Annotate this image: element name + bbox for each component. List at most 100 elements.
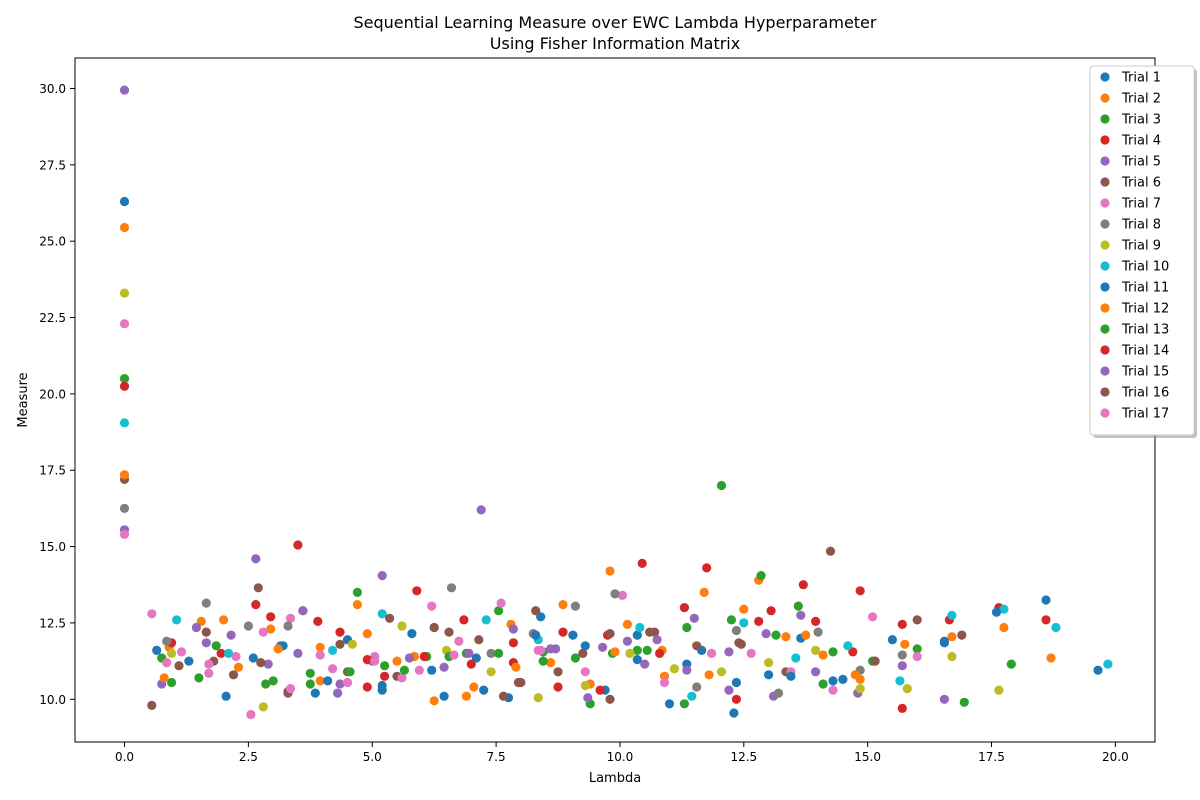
data-point-trial-6-24 xyxy=(957,630,967,640)
data-point-trial-14-3 xyxy=(380,671,390,681)
data-point-trial-9-13 xyxy=(764,658,774,668)
data-point-trial-8-8 xyxy=(486,648,496,659)
data-point-trial-2-22 xyxy=(818,650,828,660)
data-point-trial-6-12 xyxy=(498,691,509,701)
data-point-trial-12-13 xyxy=(704,670,714,680)
data-point-trial-1-5 xyxy=(248,653,258,663)
data-point-trial-6-15 xyxy=(553,667,563,677)
data-point-trial-6-23 xyxy=(912,615,922,625)
data-point-trial-6-21 xyxy=(825,546,836,556)
data-point-trial-3-24 xyxy=(959,697,969,707)
data-point-trial-7-8 xyxy=(397,673,407,683)
data-point-trial-5-1 xyxy=(119,85,130,95)
data-point-trial-10-18 xyxy=(1103,659,1113,669)
data-point-trial-17-11 xyxy=(414,665,424,675)
data-point-trial-2-4 xyxy=(233,662,244,672)
legend-marker-trial-11 xyxy=(1100,282,1110,292)
data-point-trial-1-24 xyxy=(887,635,898,645)
x-tick-label: 15.0 xyxy=(854,750,881,764)
data-point-trial-11-6 xyxy=(531,630,541,640)
data-point-trial-4-9 xyxy=(412,586,422,596)
data-point-trial-4-5 xyxy=(293,540,303,550)
data-point-trial-14-7 xyxy=(553,682,563,692)
data-point-trial-9-7 xyxy=(486,667,496,677)
data-point-trial-17-7 xyxy=(285,684,296,694)
legend-label-trial-12: Trial 12 xyxy=(1121,302,1169,317)
data-point-trial-17-1 xyxy=(119,529,130,540)
data-point-trial-11-11 xyxy=(786,671,796,681)
data-point-trial-3-11 xyxy=(538,656,548,666)
data-point-trial-4-19 xyxy=(798,580,808,590)
data-point-trial-7-11 xyxy=(496,598,506,608)
data-point-trial-2-18 xyxy=(739,604,749,614)
data-point-trial-2-17 xyxy=(699,587,709,598)
data-point-trial-16-6 xyxy=(385,613,395,623)
data-point-trial-17-4 xyxy=(204,659,214,669)
data-point-trial-16-5 xyxy=(335,639,345,649)
data-point-trial-13-8 xyxy=(494,648,504,659)
x-axis: 0.0 2.5 5.0 7.5 10.0 12.5 15.0 17.5 20.0 xyxy=(115,742,1129,764)
chart-title-line1: Sequential Learning Measure over EWC Lam… xyxy=(354,13,877,32)
data-point-trial-5-10 xyxy=(508,624,518,634)
data-point-trial-12-2 xyxy=(159,673,169,683)
data-point-trial-7-13 xyxy=(580,667,590,677)
y-tick-label: 27.5 xyxy=(39,158,66,172)
data-point-trial-8-7 xyxy=(446,583,457,593)
legend-label-trial-17: Trial 17 xyxy=(1121,407,1169,422)
data-point-trial-1-7 xyxy=(310,688,320,698)
data-point-trial-4-6 xyxy=(313,616,323,627)
data-point-trial-4-3 xyxy=(216,648,226,659)
legend-marker-trial-7 xyxy=(1100,198,1110,208)
legend-marker-trial-5 xyxy=(1100,156,1110,166)
data-point-trial-3-12 xyxy=(570,653,581,663)
y-tick-label: 22.5 xyxy=(39,311,66,325)
data-point-trial-10-7 xyxy=(481,615,491,625)
data-point-trial-9-16 xyxy=(902,684,912,694)
data-point-trial-7-16 xyxy=(707,648,717,659)
data-point-trial-1-23 xyxy=(828,676,838,686)
data-point-trial-10-2 xyxy=(172,615,182,625)
data-point-trial-12-11 xyxy=(610,647,620,657)
y-tick-label: 17.5 xyxy=(39,464,66,478)
data-point-trial-14-11 xyxy=(811,616,821,627)
data-point-trial-15-3 xyxy=(226,630,236,640)
data-point-trial-17-2 xyxy=(162,658,172,668)
x-tick-label: 2.5 xyxy=(239,750,258,764)
data-point-trial-12-4 xyxy=(273,644,283,654)
data-point-trial-13-13 xyxy=(818,679,828,689)
data-point-trial-3-21 xyxy=(828,647,838,657)
legend-marker-trial-12 xyxy=(1100,303,1110,313)
data-point-trial-15-6 xyxy=(335,679,345,689)
data-point-trial-14-12 xyxy=(855,586,865,596)
data-point-trial-12-6 xyxy=(362,629,372,639)
data-point-trial-15-8 xyxy=(464,648,474,659)
data-point-trial-1-1 xyxy=(119,196,130,207)
data-point-trial-17-8 xyxy=(315,650,325,660)
legend-marker-trial-3 xyxy=(1100,114,1110,124)
data-point-trial-4-24 xyxy=(1041,615,1051,625)
data-point-trial-3-16 xyxy=(679,699,690,709)
data-point-trial-3-18 xyxy=(756,571,766,581)
data-point-trial-4-17 xyxy=(731,694,742,704)
data-point-trial-16-8 xyxy=(516,677,526,688)
data-point-trial-17-6 xyxy=(258,627,268,637)
data-point-trial-15-5 xyxy=(298,606,308,616)
legend-marker-trial-16 xyxy=(1100,387,1110,397)
legend-label-trial-5: Trial 5 xyxy=(1121,155,1161,170)
legend-marker-trial-10 xyxy=(1100,261,1110,271)
data-point-trial-2-10 xyxy=(461,691,471,701)
x-tick-label: 12.5 xyxy=(730,750,757,764)
data-point-trial-8-11 xyxy=(610,589,620,599)
legend-marker-trial-17 xyxy=(1100,408,1110,418)
data-point-trial-3-25 xyxy=(1006,659,1016,669)
legend-label-trial-8: Trial 8 xyxy=(1121,218,1161,233)
data-point-trial-4-4 xyxy=(251,600,261,610)
data-point-trial-14-6 xyxy=(508,638,518,648)
data-point-trial-10-14 xyxy=(895,676,905,686)
data-point-trial-2-25 xyxy=(947,632,957,642)
data-point-trial-1-4 xyxy=(221,691,231,701)
data-point-trial-4-13 xyxy=(595,685,605,695)
data-point-trial-11-4 xyxy=(427,665,437,675)
legend-marker-trial-6 xyxy=(1100,177,1110,187)
data-point-trial-6-11 xyxy=(474,635,484,645)
